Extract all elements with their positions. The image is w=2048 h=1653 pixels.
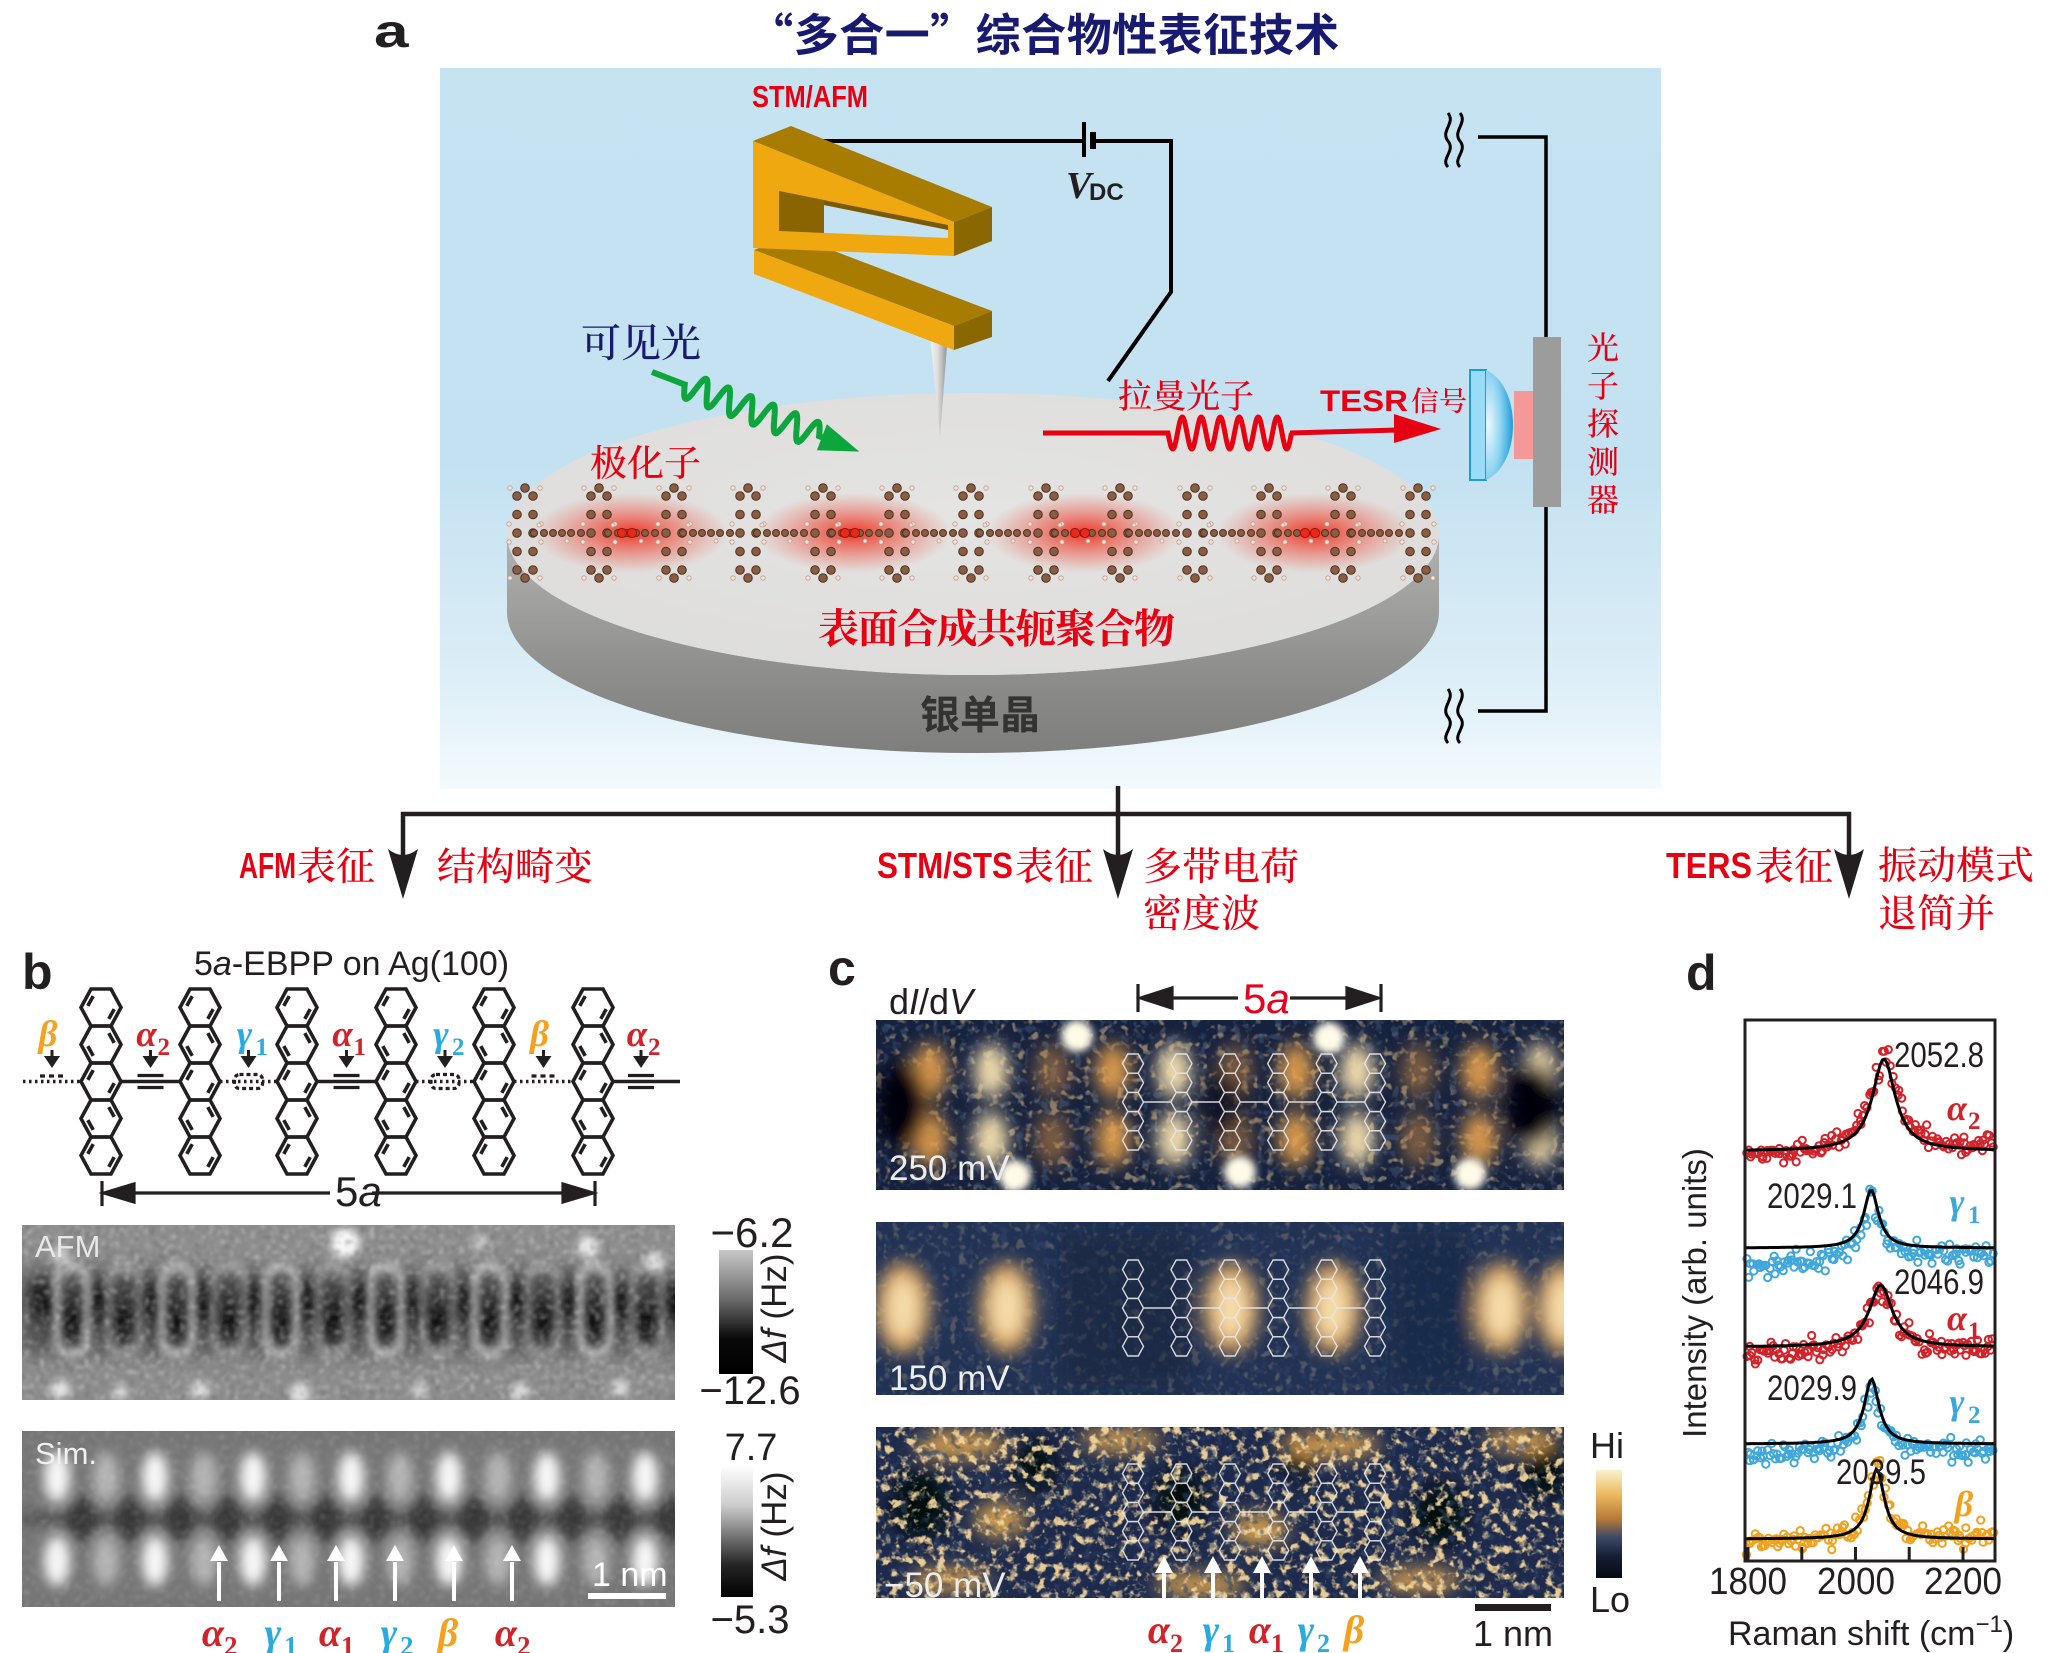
svg-text:α: α — [495, 1610, 518, 1653]
svg-text:α: α — [1947, 1088, 1968, 1128]
svg-text:1: 1 — [256, 1034, 269, 1061]
svg-text:2: 2 — [1317, 1629, 1330, 1653]
svg-text:TERS: TERS — [1666, 845, 1752, 886]
svg-text:Lo: Lo — [1590, 1579, 1630, 1620]
svg-text:5a-EBPP on Ag(100): 5a-EBPP on Ag(100) — [194, 945, 509, 983]
svg-text:Δf (Hz): Δf (Hz) — [755, 1471, 794, 1581]
svg-text:2: 2 — [1170, 1629, 1183, 1653]
svg-text:2: 2 — [452, 1034, 465, 1061]
svg-text:2: 2 — [158, 1034, 171, 1061]
svg-text:Intensity (arb. units): Intensity (arb. units) — [1676, 1148, 1713, 1438]
svg-text:α: α — [332, 1014, 353, 1055]
svg-text:γ: γ — [381, 1610, 398, 1653]
svg-text:−50 mV: −50 mV — [884, 1566, 1006, 1605]
svg-text:2052.8: 2052.8 — [1894, 1036, 1984, 1075]
svg-text:1 nm: 1 nm — [1473, 1613, 1553, 1653]
svg-text:Raman shift (cm−1): Raman shift (cm−1) — [1728, 1611, 2014, 1653]
svg-text:AFM: AFM — [239, 845, 296, 886]
svg-text:2200: 2200 — [1924, 1561, 2002, 1603]
svg-text:α: α — [627, 1014, 648, 1055]
svg-text:2029.9: 2029.9 — [1767, 1369, 1857, 1408]
svg-text:α: α — [1947, 1298, 1968, 1338]
svg-text:2039.5: 2039.5 — [1836, 1453, 1926, 1492]
svg-text:α: α — [1148, 1607, 1171, 1652]
svg-text:−12.6: −12.6 — [699, 1369, 800, 1413]
svg-text:−6.2: −6.2 — [711, 1209, 794, 1256]
svg-text:Sim.: Sim. — [35, 1436, 97, 1471]
svg-text:β: β — [1953, 1484, 1974, 1524]
svg-text:2: 2 — [1968, 1108, 1981, 1135]
svg-text:d: d — [1686, 945, 1717, 1001]
svg-text:V: V — [1066, 165, 1094, 207]
svg-text:AFM: AFM — [35, 1229, 100, 1264]
svg-text:STM/AFM: STM/AFM — [752, 79, 868, 114]
svg-text:150 mV: 150 mV — [889, 1359, 1010, 1398]
svg-text:2046.9: 2046.9 — [1894, 1263, 1984, 1302]
svg-text:1: 1 — [1968, 1202, 1981, 1229]
svg-text:1 nm: 1 nm — [592, 1556, 668, 1594]
svg-text:2: 2 — [1968, 1402, 1981, 1429]
svg-text:a: a — [374, 6, 409, 57]
svg-text:α: α — [1249, 1607, 1272, 1652]
svg-text:β: β — [37, 1014, 58, 1055]
svg-text:α: α — [319, 1610, 342, 1653]
svg-text:β: β — [528, 1014, 549, 1055]
svg-text:DC: DC — [1089, 179, 1124, 206]
svg-text:1800: 1800 — [1709, 1561, 1787, 1603]
svg-text:γ: γ — [265, 1610, 282, 1653]
svg-text:2000: 2000 — [1817, 1561, 1895, 1603]
svg-text:2: 2 — [400, 1631, 414, 1653]
svg-text:b: b — [22, 944, 53, 1000]
svg-text:γ: γ — [1298, 1607, 1315, 1652]
svg-text:2: 2 — [224, 1631, 238, 1653]
svg-text:5a: 5a — [335, 1168, 382, 1215]
svg-text:dI/dV: dI/dV — [889, 981, 976, 1022]
svg-text:1: 1 — [1271, 1629, 1284, 1653]
svg-text:1: 1 — [341, 1631, 355, 1653]
svg-text:STM/STS: STM/STS — [877, 845, 1013, 886]
svg-text:2: 2 — [517, 1631, 531, 1653]
svg-text:−5.3: −5.3 — [711, 1598, 790, 1642]
svg-text:γ: γ — [237, 1014, 253, 1055]
svg-text:2029.1: 2029.1 — [1767, 1177, 1857, 1216]
svg-text:1: 1 — [284, 1631, 298, 1653]
svg-text:γ: γ — [1950, 1182, 1965, 1222]
svg-text:5a: 5a — [1243, 975, 1290, 1022]
svg-text:TESR: TESR — [1320, 385, 1408, 418]
svg-text:2: 2 — [648, 1034, 661, 1061]
svg-text:α: α — [202, 1610, 225, 1653]
svg-text:c: c — [828, 940, 856, 996]
svg-text:Δf (Hz): Δf (Hz) — [755, 1253, 794, 1363]
svg-text:1: 1 — [1222, 1629, 1235, 1653]
svg-text:β: β — [436, 1610, 459, 1653]
svg-text:1: 1 — [354, 1034, 367, 1061]
svg-text:1: 1 — [1968, 1318, 1981, 1345]
svg-text:Hi: Hi — [1590, 1425, 1624, 1466]
svg-text:α: α — [136, 1014, 157, 1055]
svg-text:250 mV: 250 mV — [889, 1149, 1010, 1188]
svg-text:γ: γ — [1203, 1607, 1220, 1652]
svg-text:γ: γ — [1950, 1382, 1965, 1422]
svg-text:γ: γ — [433, 1014, 449, 1055]
svg-text:β: β — [1342, 1607, 1365, 1652]
svg-text:7.7: 7.7 — [725, 1427, 778, 1469]
